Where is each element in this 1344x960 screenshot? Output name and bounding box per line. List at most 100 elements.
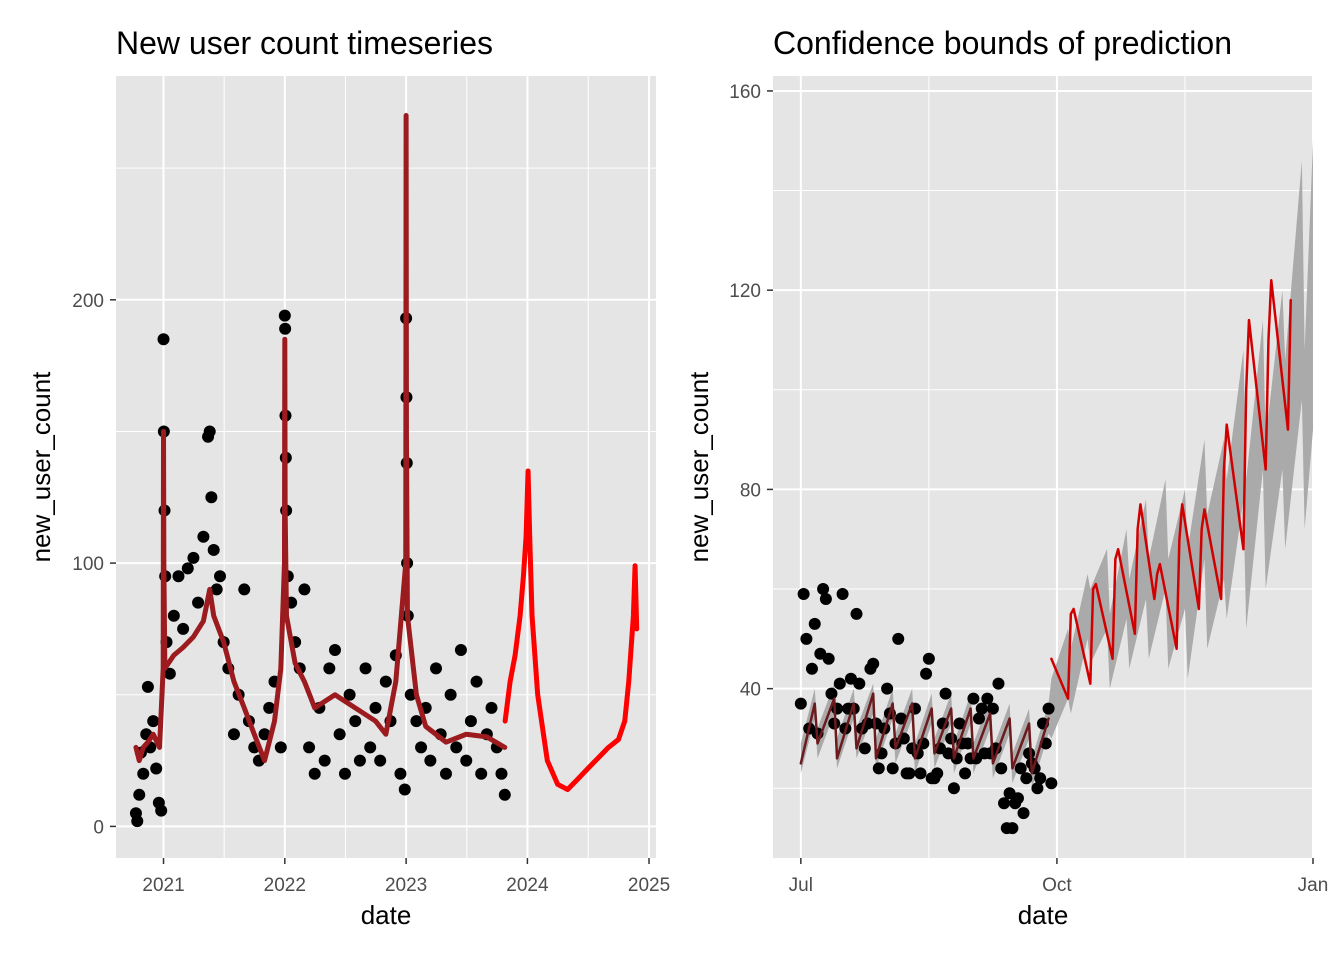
data-point [333,728,346,741]
confidence-band [800,140,1313,789]
data-point [137,767,150,780]
y-axis-title: new_user_count [684,371,714,563]
data-point [303,741,316,754]
data-point [263,701,276,714]
data-point [1006,822,1019,835]
data-point [981,692,994,705]
data-point [450,741,463,754]
data-point [495,767,508,780]
data-point [995,762,1008,775]
data-point [394,767,407,780]
data-point [858,742,871,755]
data-point [825,687,838,700]
y-tick-label: 120 [729,281,761,302]
data-point [227,728,240,741]
data-point [939,687,952,700]
x-axis-title: date [1018,900,1069,930]
data-point [155,804,168,817]
data-point [338,767,351,780]
data-point [992,677,1005,690]
plot-marks [794,140,1313,835]
chart-title: Confidence bounds of prediction [773,25,1232,61]
data-point [1045,777,1058,790]
x-tick-label: 2023 [385,875,427,896]
data-point [364,741,377,754]
data-point [460,754,473,767]
data-point [867,657,880,670]
data-point [1011,792,1024,805]
data-point [410,715,423,728]
data-point [197,530,210,543]
data-point [278,309,291,322]
x-tick-label: 2025 [628,875,670,896]
data-point [1017,807,1030,820]
data-point [822,652,835,665]
data-point [895,712,908,725]
data-point [464,715,477,728]
chart-panel-2: Jul Oct Jan 40 80 120 160 Confidence bounds of … [684,25,1328,930]
data-point [374,754,387,767]
data-point [379,675,392,688]
data-point [808,617,821,630]
x-tick-label: Jul [789,875,813,896]
data-point [1020,772,1033,785]
x-tick-label: Oct [1042,875,1072,896]
observed-points [794,583,1058,835]
data-point [192,596,205,609]
plot-panel [116,76,656,858]
data-point [922,652,935,665]
data-point [157,333,170,346]
data-point [892,632,905,645]
y-tick-label: 100 [72,554,104,575]
data-point [359,662,372,675]
data-point [274,741,287,754]
data-point [167,609,180,622]
data-point [972,712,985,725]
data-point [323,662,336,675]
data-point [1014,762,1027,775]
data-point [797,588,810,601]
observed-points [129,309,511,828]
data-point [279,322,292,335]
data-point [886,762,899,775]
x-tick-label: 2022 [264,875,306,896]
data-point [959,767,972,780]
data-point [986,702,999,715]
data-point [131,815,144,828]
data-point [424,754,437,767]
forecast-line [502,468,640,793]
data-point [967,692,980,705]
data-point [214,570,227,583]
data-point [961,737,974,750]
data-point [430,662,443,675]
data-point [1042,702,1055,715]
data-point [914,767,927,780]
data-point [343,688,356,701]
data-point [945,732,958,745]
data-point [833,677,846,690]
data-point [187,551,200,564]
data-point [475,767,488,780]
data-point [817,583,830,596]
data-point [953,717,966,730]
chart-panel-1: 2021 2022 2023 2024 2025 0 100 200 New user coun… [26,25,670,930]
data-point [881,682,894,695]
data-point [903,767,916,780]
data-point [975,702,988,715]
data-point [415,741,428,754]
data-point [485,701,498,714]
data-point [328,643,341,656]
y-tick-label: 80 [740,480,761,501]
chart-title: New user count timeseries [116,25,493,61]
data-point [872,762,885,775]
data-point [349,715,362,728]
y-tick-label: 160 [729,82,761,103]
data-point [141,680,154,693]
data-point [177,622,190,635]
data-point [318,754,331,767]
data-point [498,788,511,801]
y-axis-title: new_user_count [26,371,56,563]
data-point [931,767,944,780]
x-tick-label: 2021 [142,875,184,896]
